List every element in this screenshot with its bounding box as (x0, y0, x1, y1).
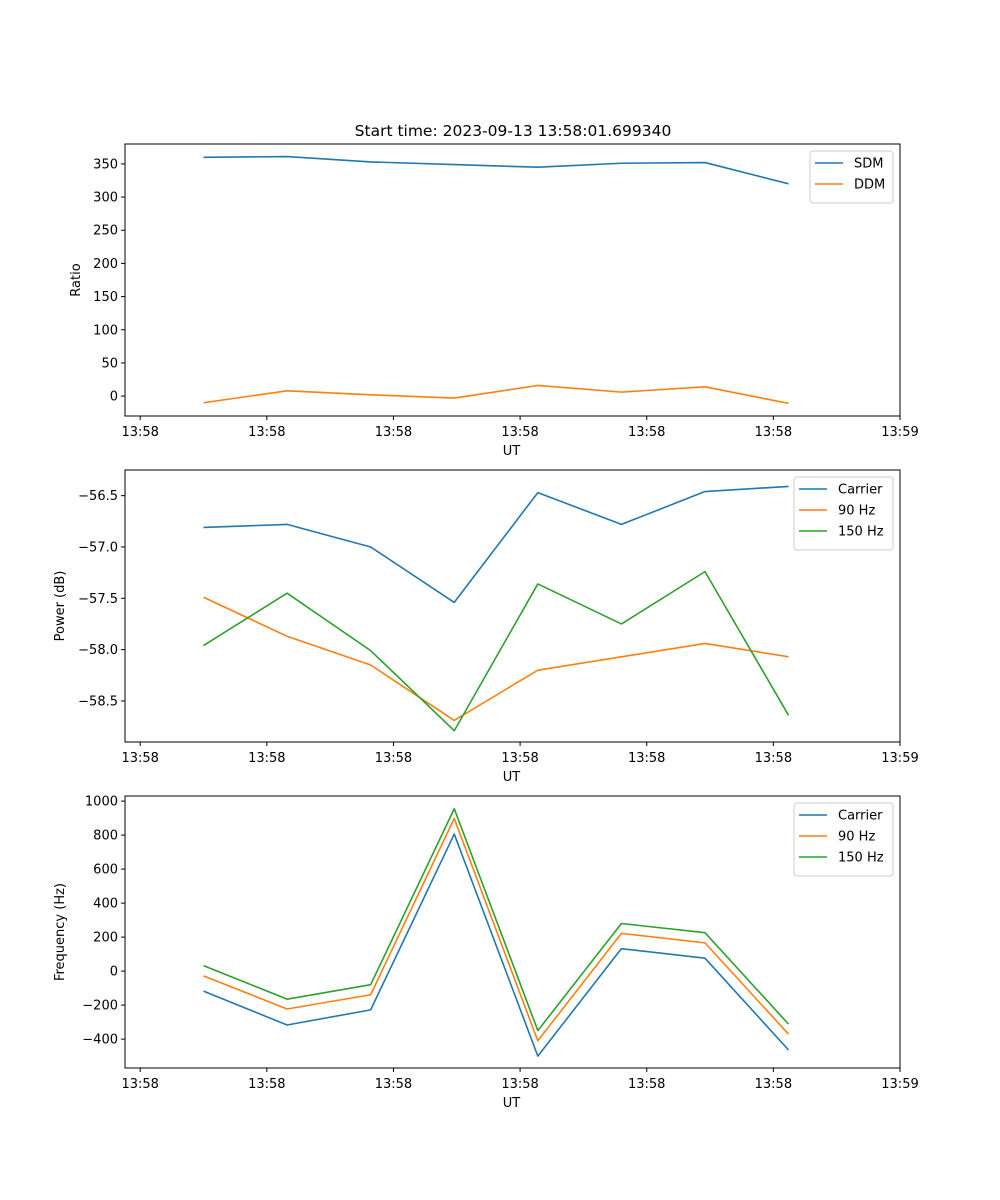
power-x-axis-label: UT (503, 770, 521, 785)
frequency-x-tick-label: 13:58 (375, 1077, 412, 1092)
power-y-tick-label: −57.5 (78, 592, 118, 607)
ratio-x-tick-label: 13:58 (375, 425, 412, 440)
ratio-x-tick-label: 13:59 (881, 425, 918, 440)
ratio-legend-label-sdm: SDM (854, 157, 883, 172)
frequency-y-tick-label: 200 (93, 931, 118, 946)
ratio-x-axis-label: UT (503, 444, 521, 459)
ratio-y-tick-label: 150 (93, 290, 118, 305)
ratio-series-sdm-line (203, 155, 789, 185)
power-legend: Carrier 90 Hz 150 Hz (793, 476, 894, 551)
frequency-x-tick-label: 13:58 (121, 1077, 158, 1092)
power-x-tick-label: 13:58 (501, 751, 538, 766)
frequency-y-axis-label: Frequency (Hz) (53, 883, 68, 981)
frequency-panel: 13:58 13:58 13:58 13:58 13:58 13:58 13:59 −400 −… (53, 795, 919, 1111)
frequency-legend-label-carrier: Carrier (838, 809, 883, 824)
frequency-y-tick-label: 400 (93, 897, 118, 912)
power-x-tick-label: 13:58 (628, 751, 665, 766)
ratio-x-tick-label: 13:58 (755, 425, 792, 440)
frequency-legend-label-90-hz: 90 Hz (838, 830, 875, 845)
ratio-y-tick-label: 300 (93, 191, 118, 206)
frequency-y-tick-label: −200 (82, 999, 118, 1014)
ratio-panel: 13:58 13:58 13:58 13:58 13:58 13:58 13:59 0 50 10… (69, 143, 919, 459)
frequency-x-tick-label: 13:59 (881, 1077, 918, 1092)
frequency-series-90-hz-line (203, 817, 790, 1042)
frequency-axes-frame (124, 795, 901, 1069)
ratio-x-tick-label: 13:58 (248, 425, 285, 440)
frequency-y-tick-label: 0 (110, 965, 118, 980)
ratio-y-axis-label: Ratio (69, 263, 84, 296)
ratio-y-tick-label: 250 (93, 224, 118, 239)
frequency-series-carrier-line (203, 833, 790, 1057)
power-panel: 13:58 13:58 13:58 13:58 13:58 13:58 13:59 −58.5… (53, 469, 919, 785)
power-y-tick-label: −57.0 (78, 540, 118, 555)
ratio-x-tick-label: 13:58 (121, 425, 158, 440)
ratio-y-tick-label: 50 (101, 356, 118, 371)
frequency-legend: Carrier 90 Hz 150 Hz (793, 802, 894, 877)
power-y-tick-label: −56.5 (78, 489, 118, 504)
ratio-legend: SDM DDM (809, 150, 894, 204)
power-legend-label-150-hz: 150 Hz (838, 525, 884, 540)
frequency-x-tick-label: 13:58 (248, 1077, 285, 1092)
ratio-y-tick-label: 100 (93, 323, 118, 338)
frequency-legend-label-150-hz: 150 Hz (838, 851, 884, 866)
power-x-tick-label: 13:58 (375, 751, 412, 766)
ratio-y-tick-label: 350 (93, 157, 118, 172)
power-series-90-hz-line (203, 596, 789, 722)
frequency-y-tick-label: 600 (93, 863, 118, 878)
ratio-legend-label-ddm: DDM (854, 178, 885, 193)
frequency-y-tick-label: 800 (93, 829, 118, 844)
frequency-series-150-hz-line (203, 807, 790, 1032)
frequency-x-tick-label: 13:58 (628, 1077, 665, 1092)
figure-title: Start time: 2023-09-13 13:58:01.699340 (355, 122, 672, 140)
power-x-tick-label: 13:58 (755, 751, 792, 766)
ratio-y-tick-label: 0 (110, 390, 118, 405)
ratio-y-tick-label: 200 (93, 257, 118, 272)
power-y-tick-label: −58.5 (78, 694, 118, 709)
power-x-tick-label: 13:58 (248, 751, 285, 766)
power-axes-frame (124, 469, 901, 743)
power-x-tick-label: 13:59 (881, 751, 918, 766)
power-series-carrier-line (203, 485, 789, 604)
ratio-x-tick-label: 13:58 (628, 425, 665, 440)
frequency-y-tick-label: 1000 (85, 795, 118, 810)
ratio-legend-box (809, 150, 894, 204)
frequency-x-tick-label: 13:58 (755, 1077, 792, 1092)
ratio-axes-frame (124, 143, 901, 417)
frequency-x-axis-label: UT (503, 1096, 521, 1111)
power-legend-label-carrier: Carrier (838, 483, 883, 498)
frequency-x-tick-label: 13:58 (501, 1077, 538, 1092)
power-y-axis-label: Power (dB) (53, 571, 68, 642)
power-series-150-hz-line (203, 570, 790, 732)
ratio-series-ddm-line (203, 384, 789, 405)
power-x-tick-label: 13:58 (121, 751, 158, 766)
frequency-y-tick-label: −400 (82, 1033, 118, 1048)
ratio-x-tick-label: 13:58 (501, 425, 538, 440)
power-y-tick-label: −58.0 (78, 643, 118, 658)
power-legend-label-90-hz: 90 Hz (838, 504, 875, 519)
